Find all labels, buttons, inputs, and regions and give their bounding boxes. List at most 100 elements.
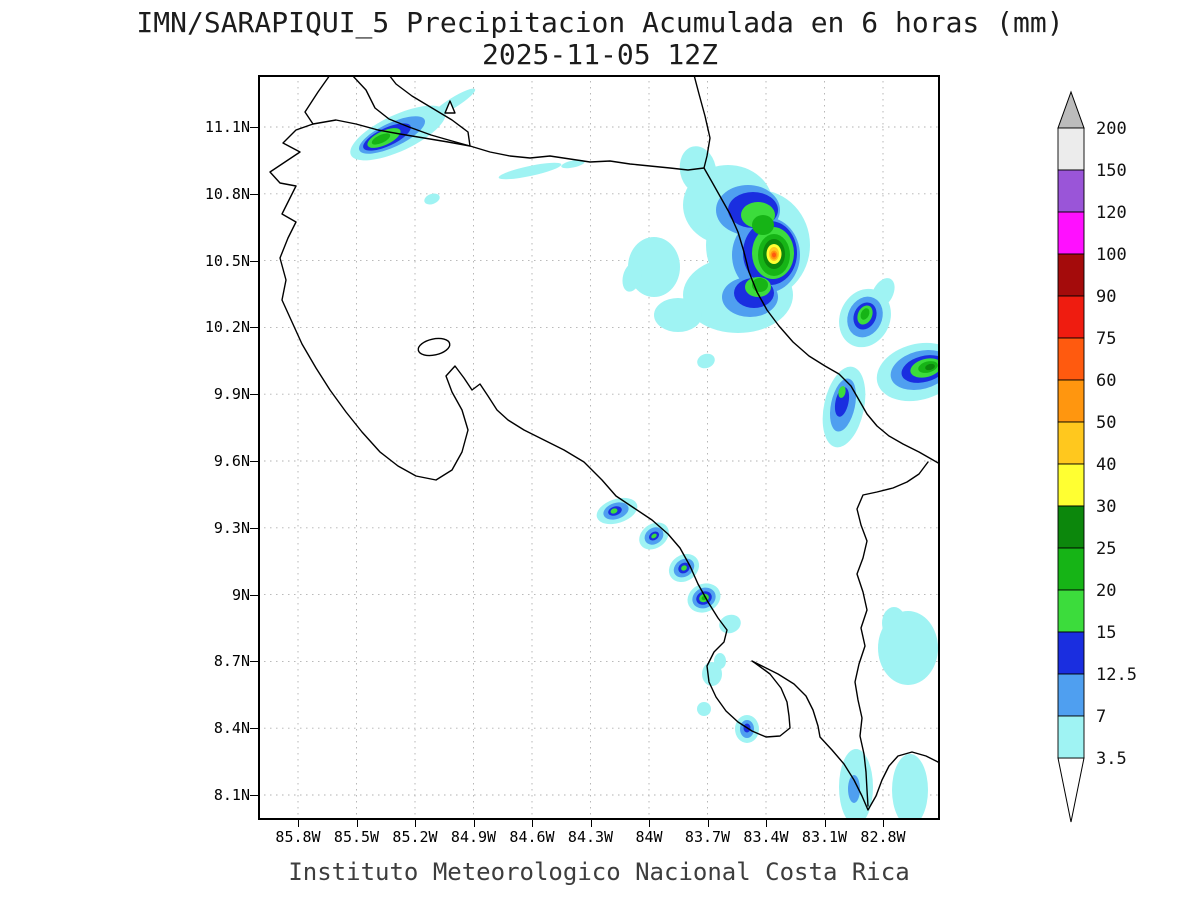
y-axis-tick-label: 10.5N [204, 251, 250, 270]
figure-title: IMN/SARAPIQUI_5 Precipitacion Acumulada … [136, 6, 1064, 39]
colorbar-tick-label: 12.5 [1096, 665, 1137, 685]
y-axis-tick [250, 260, 258, 262]
y-axis-tick [250, 728, 258, 730]
x-axis-tick [532, 820, 533, 827]
colorbar-tick-label: 100 [1096, 245, 1127, 265]
colorbar-tick-label: 20 [1096, 581, 1116, 601]
x-axis-tick [883, 820, 884, 827]
colorbar-tick-label: 200 [1096, 119, 1127, 139]
precip-coastal-cell-2 [639, 522, 669, 550]
coastline-pacific [269, 74, 941, 811]
precip-spot-north [424, 193, 440, 205]
x-axis-tick [298, 820, 299, 827]
precip-contour-3.5 [498, 162, 562, 180]
chira-island [417, 337, 451, 357]
colorbar-segment [1057, 169, 1085, 213]
x-axis-tick [415, 820, 416, 827]
precip-contour-20 [860, 308, 870, 320]
precip-contour-3.5 [878, 611, 938, 685]
y-axis-tick-label: 9N [231, 585, 250, 604]
x-axis-tick-label: 83.1W [801, 828, 848, 846]
x-axis-tick-label: 85.5W [333, 828, 380, 846]
colorbar-segment [1057, 127, 1085, 171]
precip-coastal-cell-1 [596, 497, 638, 525]
map-panel [258, 74, 960, 826]
precip-contour-20 [752, 215, 774, 235]
coastlines [269, 74, 941, 811]
y-axis-tick-label: 10.2N [204, 318, 250, 337]
colorbar-tick-label: 25 [1096, 539, 1116, 559]
x-axis-tick [356, 820, 358, 827]
y-axis-tick [250, 127, 258, 128]
precip-streak-north [498, 159, 585, 180]
y-axis-tick [250, 461, 258, 462]
y-axis-tick [250, 394, 258, 396]
precip-contour-20 [371, 133, 391, 145]
x-axis-tick [649, 820, 650, 827]
credit-line: Instituto Meteorologico Nacional Costa R… [288, 858, 910, 886]
precip-cell-talamanca [822, 366, 866, 448]
precip-contour-3.5 [719, 614, 741, 634]
x-axis-tick [707, 820, 709, 827]
colorbar-tick-label: 150 [1096, 161, 1127, 181]
colorbar-tick-label: 7 [1096, 707, 1106, 727]
precip-contour-3.5 [628, 237, 680, 297]
colorbar-segment [1057, 631, 1085, 675]
precip-contour-3.5 [702, 662, 722, 686]
colorbar-tick-label: 60 [1096, 371, 1116, 391]
precip-contour-15 [838, 386, 846, 398]
map-frame [258, 75, 940, 820]
colorbar-segment [1057, 673, 1085, 717]
x-axis-tick-label: 84.3W [567, 828, 614, 846]
figure-valid-time: 2025-11-05 12Z [481, 38, 718, 71]
colorbar-segment [1057, 589, 1085, 633]
x-axis-tick-label: 84.6W [509, 828, 555, 846]
precip-cell-east-edge [876, 342, 960, 402]
precip-spot-punta-banco [735, 715, 759, 743]
x-axis-tick [473, 820, 475, 827]
precip-contour-3.5 [697, 702, 711, 716]
y-axis-tick [250, 594, 258, 596]
y-axis-tick-label: 9.6N [213, 452, 250, 470]
colorbar-segment [1057, 547, 1085, 591]
precip-contour-15 [681, 565, 687, 571]
y-axis-tick-label: 8.7N [213, 652, 250, 671]
colorbar-segment [1057, 295, 1085, 339]
precip-contour-3.5 [697, 353, 715, 369]
precip-contour-7 [848, 775, 860, 803]
precip-spots-golfo-dulce [697, 653, 726, 716]
x-axis-tick [766, 820, 767, 827]
colorbar-tick-label: 15 [1096, 623, 1116, 643]
precip-patch-burica-west [839, 749, 873, 825]
precip-contour-25 [925, 363, 935, 371]
colorbar-segment [1057, 715, 1085, 759]
colorbar-tick-label: 120 [1096, 203, 1127, 223]
y-axis-tick [250, 661, 258, 663]
y-axis-tick [250, 527, 258, 529]
colorbar-tick-label: 40 [1096, 455, 1116, 475]
precip-contour-3.5 [424, 193, 440, 205]
colorbar-segment [1057, 337, 1085, 381]
x-axis-tick [824, 820, 826, 827]
precip-contour-3.5 [622, 262, 642, 292]
colorbar-segment [1057, 505, 1085, 549]
colorbar-tick-label: 3.5 [1096, 749, 1127, 769]
y-axis-tick-label: 10.8N [204, 184, 250, 203]
lake-nicaragua-shore [351, 74, 471, 147]
colorbar-tick-label: 75 [1096, 329, 1116, 349]
colorbar-segment [1057, 211, 1085, 255]
y-axis-tick [250, 327, 258, 329]
lake-island-marker [444, 100, 456, 114]
y-axis-tick-label: 8.4N [213, 719, 250, 738]
y-axis-tick-label: 9.9N [213, 385, 250, 404]
colorbar-tick-label: 90 [1096, 287, 1116, 307]
border-panama [854, 461, 929, 807]
x-axis-tick-label: 84.9W [450, 828, 497, 846]
colorbar-segment [1057, 421, 1085, 465]
border-nicaragua [312, 119, 705, 171]
precip-contour-15 [610, 508, 618, 514]
x-axis-tick-label: 85.2W [392, 828, 438, 846]
precip-contour-3.5 [654, 298, 702, 332]
x-axis-tick-label: 83.4W [743, 828, 789, 846]
